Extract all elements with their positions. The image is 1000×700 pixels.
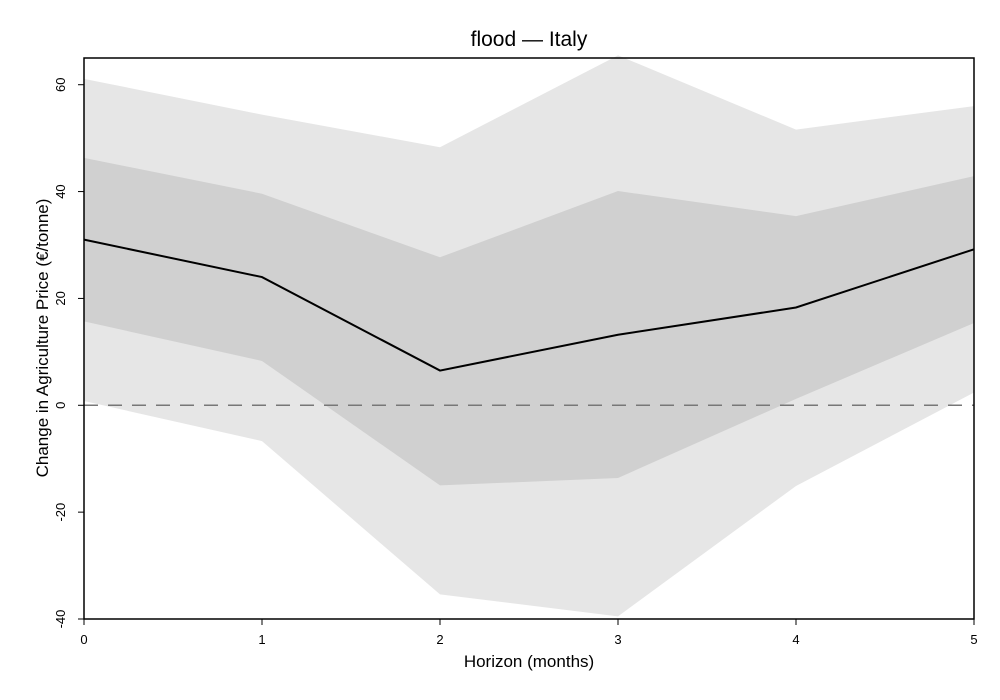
x-tick-label: 3 [614, 632, 621, 647]
axes [83, 57, 975, 620]
x-tick-label: 1 [258, 632, 265, 647]
x-tick-label: 0 [80, 632, 87, 647]
inner-confidence-band [84, 157, 974, 486]
x-tick-label: 2 [436, 632, 443, 647]
x-tick-label: 4 [792, 632, 799, 647]
y-tick-label: 60 [53, 77, 68, 91]
y-tick-label: -20 [53, 503, 68, 522]
estimate-line [83, 238, 975, 372]
series-layer [83, 238, 975, 372]
ticks: 0 1 2 3 4 5 -40 -20 0 20 40 60 [53, 77, 978, 647]
x-axis-label: Horizon (months) [464, 652, 594, 671]
y-axis-label: Change in Agriculture Price (€/tonne) [33, 199, 52, 478]
y-tick-label: 0 [53, 402, 68, 409]
confidence-bands [84, 55, 974, 617]
y-tick-label: 40 [53, 184, 68, 198]
plot-frame [83, 57, 975, 620]
x-tick-label: 5 [970, 632, 977, 647]
y-tick-label: -40 [53, 610, 68, 629]
chart-title: flood — Italy [470, 28, 588, 51]
y-tick-label: 20 [53, 291, 68, 305]
